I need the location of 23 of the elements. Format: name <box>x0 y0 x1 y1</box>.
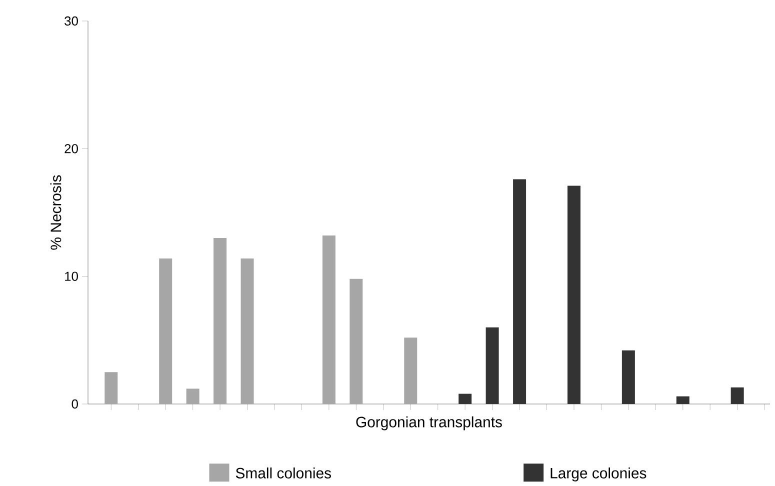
y-tick-label: 10 <box>65 272 78 281</box>
bar <box>214 238 227 404</box>
legend-label: Large colonies <box>550 467 646 482</box>
bar <box>622 350 635 404</box>
bar <box>186 388 200 404</box>
bar <box>350 278 363 404</box>
bar <box>567 186 580 404</box>
bar <box>240 258 254 404</box>
bar <box>486 327 499 404</box>
bar <box>513 179 526 404</box>
bar <box>322 235 336 404</box>
y-tick-label: 20 <box>64 144 78 154</box>
bar <box>159 258 172 404</box>
y-tick-label: 0 <box>72 399 78 409</box>
bar <box>404 338 418 404</box>
bar <box>676 396 690 404</box>
bar <box>458 394 472 404</box>
y-axis-title: % Necrosis <box>50 175 62 250</box>
x-axis-title: Gorgonian transplants <box>356 416 502 430</box>
bar <box>104 372 118 404</box>
legend-label: Small colonies <box>236 467 331 478</box>
y-tick-label: 30 <box>64 16 78 26</box>
bar <box>730 387 744 404</box>
